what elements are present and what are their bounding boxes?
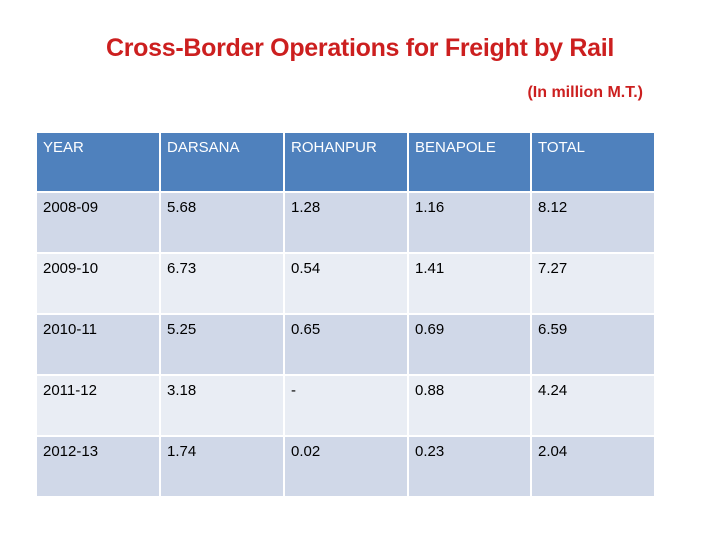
header-year: YEAR (37, 133, 161, 193)
table-row: 2008-09 5.68 1.28 1.16 8.12 (37, 192, 654, 254)
cell-total: 8.12 (531, 192, 654, 254)
header-total: TOTAL (531, 133, 654, 193)
cell-benapole: 0.69 (408, 314, 532, 376)
table-row: 2011-12 3.18 - 0.88 4.24 (37, 375, 654, 437)
header-darsana: DARSANA (160, 133, 285, 193)
table-header-row: YEAR DARSANA ROHANPUR BENAPOLE TOTAL (37, 133, 654, 193)
cell-benapole: 0.23 (408, 436, 532, 498)
cell-benapole: 1.41 (408, 253, 532, 315)
cell-rohanpur: 0.54 (284, 253, 409, 315)
cell-rohanpur: 0.02 (284, 436, 409, 498)
cell-rohanpur: - (284, 375, 409, 437)
cell-total: 4.24 (531, 375, 654, 437)
cell-year: 2010-11 (37, 314, 161, 376)
cell-total: 6.59 (531, 314, 654, 376)
cell-darsana: 5.68 (160, 192, 285, 254)
table-row: 2012-13 1.74 0.02 0.23 2.04 (37, 436, 654, 498)
table-row: 2009-10 6.73 0.54 1.41 7.27 (37, 253, 654, 315)
cell-rohanpur: 0.65 (284, 314, 409, 376)
header-rohanpur: ROHANPUR (284, 133, 409, 193)
cell-total: 2.04 (531, 436, 654, 498)
page-title: Cross-Border Operations for Freight by R… (105, 34, 614, 62)
freight-table: YEAR DARSANA ROHANPUR BENAPOLE TOTAL 200… (37, 133, 654, 498)
cell-year: 2009-10 (37, 253, 161, 315)
cell-darsana: 3.18 (160, 375, 285, 437)
cell-rohanpur: 1.28 (284, 192, 409, 254)
cell-benapole: 1.16 (408, 192, 532, 254)
cell-year: 2008-09 (37, 192, 161, 254)
header-benapole: BENAPOLE (408, 133, 532, 193)
cell-year: 2011-12 (37, 375, 161, 437)
unit-note: (In million M.T.) (527, 84, 643, 101)
cell-darsana: 5.25 (160, 314, 285, 376)
cell-total: 7.27 (531, 253, 654, 315)
cell-benapole: 0.88 (408, 375, 532, 437)
cell-darsana: 6.73 (160, 253, 285, 315)
cell-year: 2012-13 (37, 436, 161, 498)
table-row: 2010-11 5.25 0.65 0.69 6.59 (37, 314, 654, 376)
cell-darsana: 1.74 (160, 436, 285, 498)
